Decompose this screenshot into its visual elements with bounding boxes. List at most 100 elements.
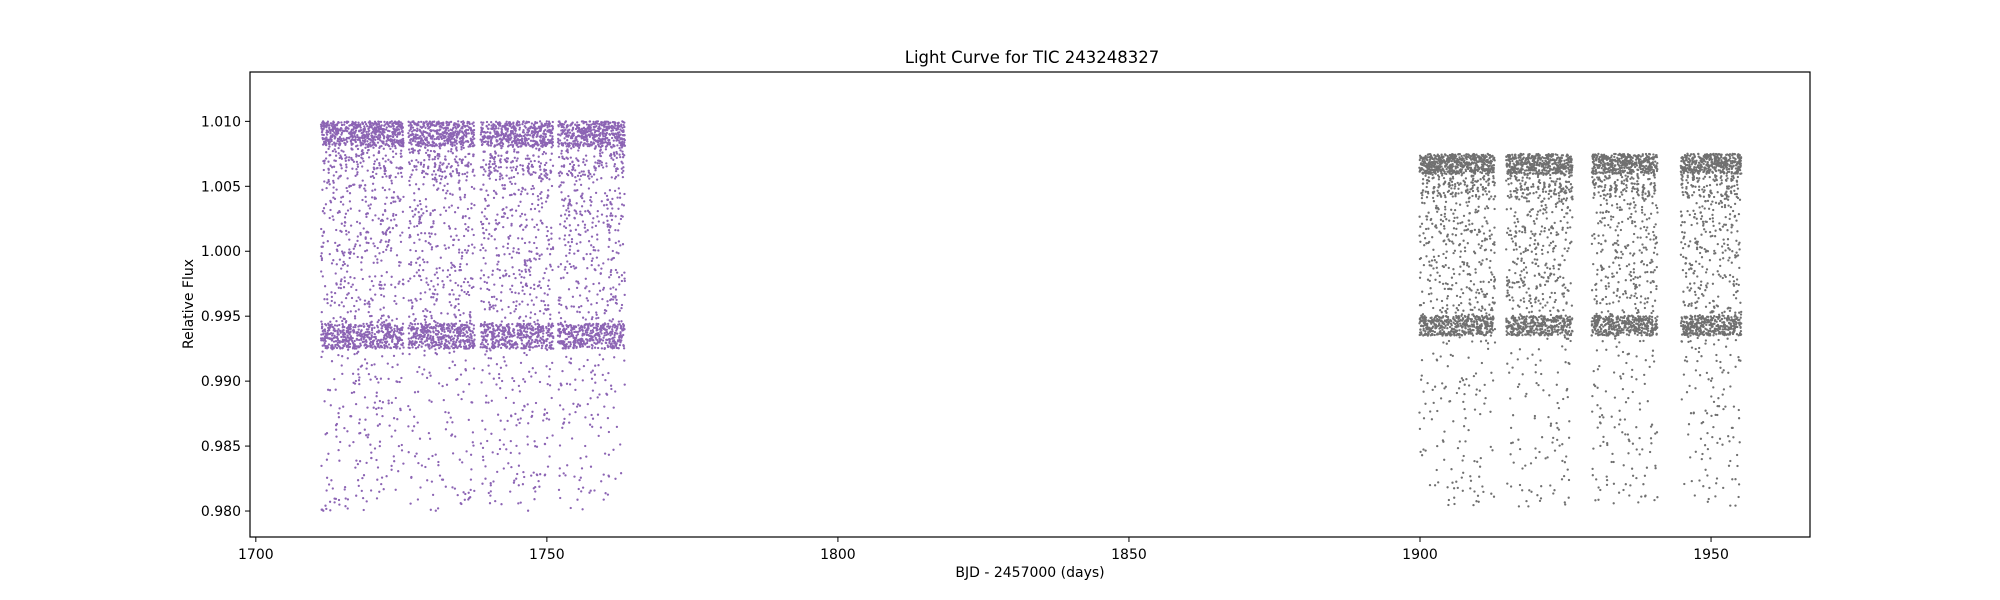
data-point	[382, 488, 385, 491]
data-point	[394, 294, 397, 298]
data-point	[520, 342, 524, 345]
data-point	[410, 261, 413, 264]
data-point	[358, 186, 361, 189]
data-point	[434, 155, 437, 159]
data-point	[458, 265, 462, 269]
data-point	[502, 275, 505, 278]
data-point	[435, 298, 438, 301]
data-point	[523, 475, 526, 479]
data-point	[542, 277, 545, 280]
data-point	[551, 361, 554, 365]
data-point	[459, 331, 462, 335]
data-point	[513, 193, 517, 196]
data-point	[514, 182, 517, 185]
data-point	[331, 215, 334, 218]
data-point	[518, 390, 522, 393]
data-point	[357, 368, 360, 371]
data-point	[424, 126, 427, 129]
data-point	[569, 341, 572, 344]
data-point	[392, 212, 395, 216]
data-point	[459, 196, 462, 199]
data-point	[427, 457, 430, 461]
data-point	[327, 147, 330, 151]
data-point	[517, 502, 520, 505]
data-point	[326, 293, 329, 296]
data-point	[455, 146, 458, 149]
data-point	[432, 296, 435, 299]
data-point	[467, 293, 471, 297]
data-point	[533, 207, 537, 211]
data-point	[571, 121, 574, 124]
data-point	[579, 233, 582, 237]
data-point	[533, 440, 536, 443]
data-point	[428, 288, 431, 291]
data-point	[368, 129, 371, 132]
data-point	[472, 285, 475, 289]
data-point	[503, 253, 506, 256]
data-point	[324, 157, 328, 160]
data-point	[543, 408, 547, 411]
data-point	[349, 250, 352, 254]
data-point	[379, 222, 382, 226]
data-point	[339, 286, 343, 290]
data-point	[514, 307, 517, 311]
data-point	[382, 295, 386, 298]
data-point	[523, 276, 526, 279]
data-point	[356, 171, 359, 174]
data-point	[551, 322, 554, 325]
data-point	[448, 293, 452, 296]
data-point	[380, 259, 383, 262]
data-point	[402, 346, 405, 349]
data-point	[469, 319, 472, 322]
data-point	[367, 148, 370, 152]
data-point	[411, 169, 414, 172]
data-point	[572, 305, 576, 308]
data-point	[514, 127, 517, 130]
data-point	[352, 160, 356, 163]
data-point	[545, 234, 549, 238]
data-point	[529, 139, 533, 142]
data-point	[570, 324, 573, 327]
data-point	[550, 232, 553, 235]
data-point	[325, 186, 328, 190]
data-point	[441, 478, 445, 481]
data-point	[373, 135, 376, 138]
data-point	[519, 315, 522, 319]
data-point	[581, 379, 584, 382]
data-point	[458, 124, 461, 127]
data-point	[413, 241, 416, 245]
data-point	[463, 248, 467, 252]
data-point	[331, 133, 334, 137]
data-point	[430, 296, 433, 299]
data-point	[502, 356, 505, 359]
data-point	[548, 287, 551, 291]
data-point	[374, 133, 377, 136]
data-point	[360, 364, 364, 367]
data-point	[337, 140, 341, 143]
data-point	[545, 348, 549, 351]
data-point	[537, 198, 540, 201]
data-point	[340, 127, 343, 130]
data-point	[560, 330, 563, 334]
data-point	[357, 308, 360, 311]
data-point	[545, 339, 548, 343]
data-point	[395, 317, 398, 321]
data-point	[341, 355, 344, 358]
data-point	[415, 452, 418, 455]
data-point	[469, 488, 472, 492]
data-point	[401, 126, 404, 129]
data-point	[455, 234, 458, 237]
data-point	[458, 458, 461, 461]
data-point	[481, 127, 484, 130]
data-point	[482, 300, 485, 304]
data-point	[491, 340, 495, 344]
data-point	[453, 158, 457, 161]
data-point	[426, 172, 429, 176]
data-point	[331, 135, 334, 139]
data-point	[396, 380, 399, 384]
data-point	[427, 283, 430, 286]
data-point	[343, 317, 346, 321]
data-point	[505, 206, 508, 209]
data-point	[501, 145, 504, 148]
data-point	[320, 339, 323, 342]
